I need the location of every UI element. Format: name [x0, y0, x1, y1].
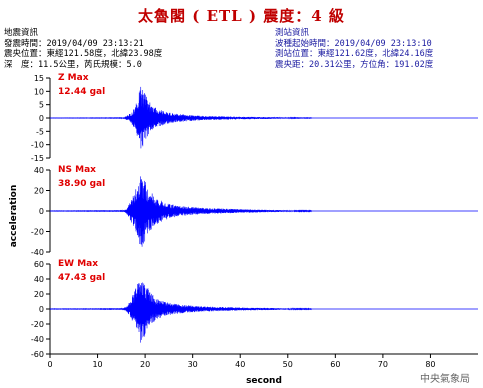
agency-label: 中央氣象局 — [420, 374, 470, 385]
y-tick-label: 20 — [34, 187, 44, 196]
x-tick-label: 10 — [92, 360, 102, 369]
max-label: Z Max — [58, 73, 89, 83]
y-tick-label: 60 — [34, 260, 44, 269]
x-tick-label: 0 — [47, 360, 52, 369]
max-label: EW Max — [58, 259, 98, 269]
y-tick-label: -5 — [36, 127, 44, 136]
max-label: NS Max — [58, 165, 96, 175]
panel-z: 15 10 5 0 -5 -10 -15 Z Max 12.44 gal — [31, 73, 478, 163]
y-axis-title: acceleration — [9, 185, 19, 248]
x-tick-label: 30 — [188, 360, 198, 369]
y-tick-label: 15 — [34, 74, 44, 83]
x-tick-label: 20 — [140, 360, 150, 369]
x-tick-label: 60 — [330, 360, 340, 369]
x-tick-label: 50 — [283, 360, 293, 369]
waveform-trace — [49, 86, 312, 149]
y-tick-label: -20 — [31, 320, 44, 329]
y-tick-label: -20 — [31, 228, 44, 237]
max-value: 38.90 gal — [58, 179, 105, 189]
y-tick-label: -40 — [31, 335, 44, 344]
origin-time: 發震時間：2019/04/09 23:13:21 — [4, 38, 144, 49]
y-tick-label: 0 — [39, 305, 44, 314]
panel-ns: 40 20 0 -20 -40 NS Max 38.90 gal — [31, 165, 478, 257]
max-value: 47.43 gal — [58, 273, 105, 283]
y-tick-label: 20 — [34, 290, 44, 299]
y-tick-label: 10 — [34, 87, 44, 96]
wave-arrival-time: 波種起始時間：2019/04/09 23:13:10 — [275, 38, 432, 49]
y-tick-label: -60 — [31, 350, 44, 359]
y-tick-label: -15 — [31, 154, 44, 163]
y-tick-label: 5 — [39, 101, 44, 110]
epicenter: 震央位置：東經121.58度，北緯23.98度 — [4, 49, 163, 59]
waveform-trace — [49, 176, 312, 247]
y-tick-label: -40 — [31, 248, 44, 257]
y-tick-label: 40 — [34, 166, 44, 175]
waveform-trace — [49, 282, 312, 343]
y-tick-label: -10 — [31, 141, 44, 150]
station-location: 測站位置：東經121.62度，北緯24.16度 — [275, 49, 434, 59]
y-tick-label: 40 — [34, 275, 44, 284]
page-title: 太魯閣 ( ETL ) 震度：4 級 — [138, 7, 345, 25]
depth-magnitude: 深 度：11.5公里，芮氏規模：5.0 — [4, 59, 142, 70]
event-info-heading: 地震資訊 — [4, 28, 39, 38]
event-info: 地震資訊 發震時間：2019/04/09 23:13:21 震央位置：東經121.5… — [4, 28, 162, 70]
x-tick-label: 40 — [235, 360, 245, 369]
station-info-heading: 測站資訊 — [275, 28, 310, 38]
x-tick-label: 80 — [425, 360, 435, 369]
y-tick-label: 0 — [39, 114, 44, 123]
station-info: 測站資訊 波種起始時間：2019/04/09 23:13:10 測站位置：東經121… — [275, 28, 433, 70]
epicentral-distance: 震央距：20.31公里，方位角：191.02度 — [275, 59, 434, 70]
x-tick-label: 70 — [378, 360, 388, 369]
max-value: 12.44 gal — [58, 87, 105, 97]
panel-ew: 60 40 20 0 -20 -40 -60 EW Max 47.43 gal — [31, 259, 478, 359]
y-tick-label: 0 — [39, 207, 44, 216]
x-axis-title: second — [246, 376, 282, 386]
